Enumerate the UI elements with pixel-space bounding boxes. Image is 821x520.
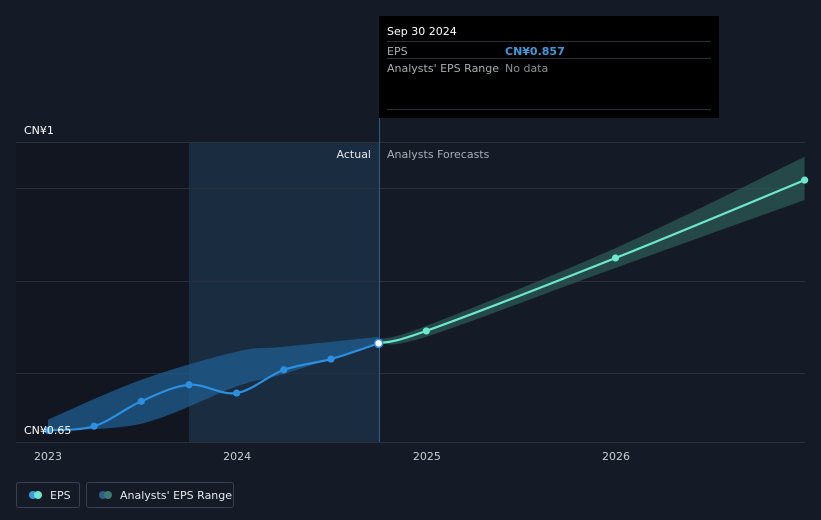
tooltip-eps-row: EPS CN¥0.857 bbox=[387, 41, 711, 59]
range-band-1 bbox=[378, 156, 805, 345]
tooltip-divider bbox=[387, 109, 711, 110]
range-swatch-icon bbox=[99, 491, 112, 499]
gridlines bbox=[16, 142, 805, 443]
x-tick-2025: 2025 bbox=[413, 450, 441, 463]
eps-point-5[interactable] bbox=[280, 366, 288, 374]
eps-point-2[interactable] bbox=[137, 397, 145, 405]
forecast-point-1[interactable] bbox=[422, 327, 430, 335]
line-eps-forecast bbox=[378, 179, 806, 345]
tooltip-range-label: Analysts' EPS Range bbox=[387, 62, 500, 75]
forecast-label: Analysts Forecasts bbox=[387, 148, 490, 161]
eps-point-4[interactable] bbox=[233, 389, 241, 397]
eps-swatch-icon bbox=[29, 491, 42, 499]
x-axis-ticks: 2023 2024 2025 2026 bbox=[34, 450, 630, 463]
eps-point-3[interactable] bbox=[185, 381, 193, 389]
actual-label: Actual bbox=[337, 148, 371, 161]
tooltip-range-row: Analysts' EPS Range No data bbox=[387, 58, 711, 76]
legend-eps-label: EPS bbox=[50, 489, 71, 502]
eps-point-6[interactable] bbox=[327, 355, 335, 363]
y-label-bottom: CN¥0.65 bbox=[24, 424, 71, 437]
tooltip-date: Sep 30 2024 bbox=[387, 25, 457, 38]
x-tick-2026: 2026 bbox=[602, 450, 630, 463]
legend-eps-range[interactable]: Analysts' EPS Range bbox=[86, 482, 234, 508]
legend-range-label: Analysts' EPS Range bbox=[120, 489, 233, 502]
line-eps bbox=[47, 342, 379, 432]
x-tick-2023: 2023 bbox=[34, 450, 62, 463]
highlight-point[interactable] bbox=[373, 338, 384, 349]
x-tick-2024: 2024 bbox=[223, 450, 251, 463]
eps-point-1[interactable] bbox=[90, 422, 98, 430]
tooltip: Sep 30 2024 EPS CN¥0.857 Analysts' EPS R… bbox=[379, 16, 719, 118]
actual-highlight-band bbox=[189, 142, 379, 442]
tooltip-eps-label: EPS bbox=[387, 45, 408, 58]
eps-point-0[interactable] bbox=[44, 426, 52, 434]
legend-eps[interactable]: EPS bbox=[16, 482, 80, 508]
eps-lines bbox=[47, 179, 806, 432]
forecast-point-3[interactable] bbox=[801, 176, 809, 184]
tooltip-range-value: No data bbox=[505, 62, 549, 75]
eps-points bbox=[44, 176, 809, 434]
y-label-top: CN¥1 bbox=[24, 124, 54, 137]
forecast-point-2[interactable] bbox=[611, 254, 620, 262]
tooltip-eps-value: CN¥0.857 bbox=[505, 45, 565, 58]
